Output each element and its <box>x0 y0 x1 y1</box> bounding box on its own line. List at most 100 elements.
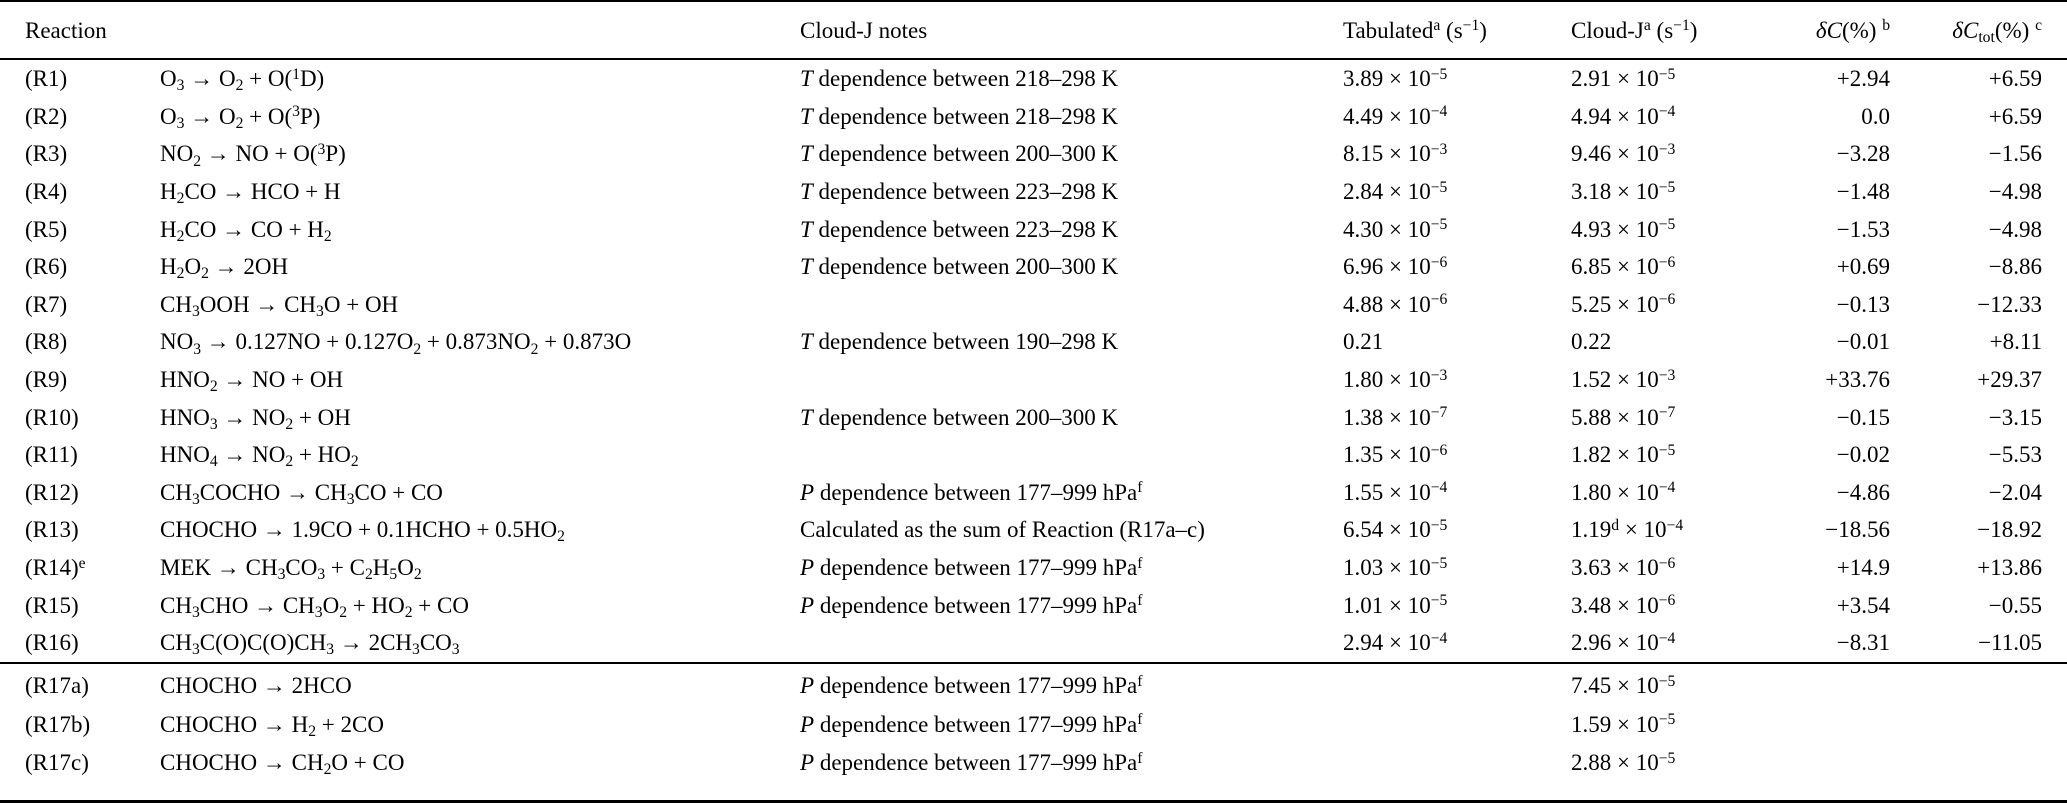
tabulated-value: 6.54 × 10−5 <box>1343 516 1448 543</box>
col-header-tabulated: Tabulateda (s−1) <box>1343 17 1487 43</box>
cloudj-value: 1.80 × 10−4 <box>1571 479 1676 505</box>
delta-c-tot-value: +6.59 <box>1988 103 2042 129</box>
cloudj-value: 1.52 × 10−3 <box>1571 366 1676 393</box>
tabulated-value: 2.84 × 10−5 <box>1343 178 1448 205</box>
delta-c-tot-value: −4.98 <box>1988 216 2042 242</box>
table-row: (R2) O3 → O2 + O(3P) T dependence between … <box>0 98 2067 136</box>
table-row: (R15) CH3CHO → CH3O2 + HO2 + CO P dependen… <box>0 586 2067 624</box>
cloudj-note: T dependence between 223–298 K <box>800 179 1119 205</box>
table-row: (R7) CH3OOH → CH3O + OH 4.88 × 10−6 5.25 × … <box>0 286 2067 324</box>
reaction-formula: CH3COCHO → CH3CO + CO <box>160 479 443 508</box>
col-header-reaction: Reaction <box>25 17 107 43</box>
cloudj-value: 1.59 × 10−5 <box>1571 711 1676 737</box>
delta-c-value: −0.02 <box>1836 442 1890 468</box>
delta-c-tot-value: +13.86 <box>1977 555 2042 581</box>
table-header-row: Reaction Cloud-J notes Tabulateda (s−1) … <box>0 2 2067 60</box>
reaction-formula: HNO2 → NO + OH <box>160 367 344 396</box>
delta-c-value: −0.15 <box>1836 404 1890 430</box>
delta-c-value: −1.48 <box>1836 179 1890 205</box>
reaction-formula: CH3CHO → CH3O2 + HO2 + CO <box>160 592 469 621</box>
delta-c-tot-value: −1.56 <box>1988 141 2042 167</box>
delta-c-tot-value: −2.04 <box>1988 479 2042 505</box>
delta-c-tot-value: −4.98 <box>1988 179 2042 205</box>
reaction-label: (R2) <box>25 103 68 129</box>
tabulated-value: 1.01 × 10−5 <box>1343 592 1448 618</box>
tabulated-value: 4.88 × 10−6 <box>1343 291 1448 317</box>
reaction-label: (R17c) <box>25 750 89 776</box>
tabulated-value: 0.21 <box>1343 329 1384 355</box>
cloudj-note: T dependence between 200–300 K <box>800 404 1119 430</box>
table-row: (R10) HNO3 → NO2 + OH T dependence between… <box>0 398 2067 436</box>
tabulated-value: 4.30 × 10−5 <box>1343 216 1448 242</box>
reaction-formula: H2CO → HCO + H <box>160 179 341 208</box>
table-row: (R14)e MEK → CH3CO3 + C2H5O2 P dependence … <box>0 549 2067 587</box>
cloudj-value: 3.48 × 10−6 <box>1571 592 1676 618</box>
reaction-label: (R3) <box>25 141 68 167</box>
table-body-footnote-section: (R17a) CHOCHO → 2HCO P dependence between … <box>0 661 2067 783</box>
cloudj-value: 2.96 × 10−4 <box>1571 629 1676 656</box>
delta-c-tot-value: −8.86 <box>1988 254 2042 280</box>
delta-c-value: −18.56 <box>1825 517 1890 543</box>
delta-c-value: −4.86 <box>1836 479 1890 505</box>
reaction-formula: HNO3 → NO2 + OH <box>160 404 351 433</box>
reaction-formula: CH3OOH → CH3O + OH <box>160 291 399 320</box>
cloudj-note: T dependence between 200–300 K <box>800 254 1119 280</box>
tabulated-value: 1.35 × 10−6 <box>1343 441 1448 468</box>
cloudj-value: 2.88 × 10−5 <box>1571 749 1676 776</box>
cloudj-note: T dependence between 223–298 K <box>800 216 1119 242</box>
delta-c-value: +3.54 <box>1836 592 1890 618</box>
table-row: (R1) O3 → O2 + O(1D) T dependence between … <box>0 60 2067 98</box>
cloudj-value: 4.94 × 10−4 <box>1571 103 1676 129</box>
reaction-formula: HNO4 → NO2 + HO2 <box>160 442 359 471</box>
reaction-label: (R12) <box>25 479 79 505</box>
delta-c-tot-value: −0.55 <box>1988 592 2042 618</box>
delta-c-tot-value: +6.59 <box>1988 66 2042 92</box>
reaction-label: (R7) <box>25 291 68 317</box>
cloudj-value: 0.22 <box>1571 329 1612 355</box>
delta-c-tot-value: +8.11 <box>1989 329 2042 355</box>
cloudj-value: 2.91 × 10−5 <box>1571 65 1676 92</box>
delta-c-tot-value: −11.05 <box>1978 630 2042 656</box>
reaction-label: (R10) <box>25 404 79 430</box>
table-row: (R4) H2CO → HCO + H T dependence between 2… <box>0 173 2067 211</box>
reaction-label: (R17b) <box>25 711 91 737</box>
delta-c-tot-value: −3.15 <box>1988 404 2042 430</box>
reaction-label: (R4) <box>25 179 68 205</box>
cloudj-note: T dependence between 190–298 K <box>800 329 1119 355</box>
table-body-main: (R1) O3 → O2 + O(1D) T dependence between … <box>0 60 2067 662</box>
reaction-label: (R15) <box>25 592 79 618</box>
cloudj-note: T dependence between 218–298 K <box>800 66 1119 92</box>
table-row: (R9) HNO2 → NO + OH 1.80 × 10−3 1.52 × 10−3… <box>0 361 2067 399</box>
cloudj-note: P dependence between 177–999 hPaf <box>800 749 1143 776</box>
tabulated-value: 2.94 × 10−4 <box>1343 629 1448 656</box>
cloudj-value: 7.45 × 10−5 <box>1571 672 1676 699</box>
cloudj-note: P dependence between 177–999 hPaf <box>800 554 1143 581</box>
delta-c-tot-value: −18.92 <box>1977 517 2042 543</box>
cloudj-value: 1.82 × 10−5 <box>1571 441 1676 468</box>
reaction-label: (R11) <box>25 442 78 468</box>
reaction-formula: NO2 → NO + O(3P) <box>160 140 346 170</box>
reaction-formula: CHOCHO → CH2O + CO <box>160 750 405 779</box>
reaction-formula: H2CO → CO + H2 <box>160 216 332 245</box>
cloudj-value: 1.19d × 10−4 <box>1571 516 1684 543</box>
tabulated-value: 3.89 × 10−5 <box>1343 65 1448 92</box>
delta-c-tot-value: −5.53 <box>1988 442 2042 468</box>
table-row: (R17a) CHOCHO → 2HCO P dependence between … <box>0 667 2067 706</box>
reaction-formula: CHOCHO → 1.9CO + 0.1HCHO + 0.5HO2 <box>160 517 565 546</box>
tabulated-value: 8.15 × 10−3 <box>1343 140 1448 167</box>
cloudj-note: T dependence between 200–300 K <box>800 141 1119 167</box>
cloudj-note: P dependence between 177–999 hPaf <box>800 672 1143 699</box>
delta-c-value: −1.53 <box>1836 216 1890 242</box>
delta-c-value: 0.0 <box>1861 103 1890 129</box>
cloudj-note: T dependence between 218–298 K <box>800 103 1119 129</box>
cloudj-value: 3.63 × 10−6 <box>1571 554 1676 581</box>
col-header-delta-c-tot: δCtot(%) c <box>1952 17 2042 46</box>
reaction-formula: NO3 → 0.127NO + 0.127O2 + 0.873NO2 + 0.8… <box>160 329 632 358</box>
col-header-cloudj: Cloud-Ja (s−1) <box>1571 17 1698 43</box>
delta-c-tot-value: −12.33 <box>1977 291 2042 317</box>
reaction-formula: O3 → O2 + O(3P) <box>160 103 321 132</box>
reaction-label: (R5) <box>25 216 68 242</box>
delta-c-tot-value: +29.37 <box>1977 367 2042 393</box>
col-header-cloudj-notes: Cloud-J notes <box>800 17 928 43</box>
